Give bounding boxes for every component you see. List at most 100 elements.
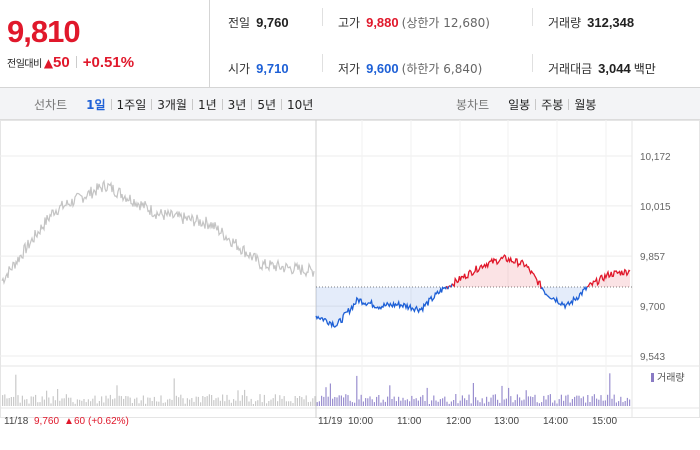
volume-bar (41, 396, 43, 406)
volume-bar (380, 402, 382, 406)
volume-bar (213, 400, 215, 406)
volume-bar (365, 398, 367, 406)
volume-bar (17, 395, 19, 406)
divider (322, 54, 323, 72)
volume-bar (565, 395, 567, 406)
volume-bar (259, 394, 261, 406)
volume-bar (448, 403, 450, 406)
volume-bar (371, 399, 373, 406)
volume-bar (310, 401, 312, 406)
divider (532, 8, 533, 26)
x-tick-label: 11:00 (397, 416, 422, 427)
stat-label: 전일 (228, 16, 251, 30)
volume-legend-label: 거래량 (657, 372, 685, 384)
stat-high: 고가 9,880 (상한가 12,680) (338, 14, 490, 31)
volume-bar (74, 403, 76, 406)
volume-bar (156, 401, 158, 406)
volume-bar (35, 394, 37, 406)
volume-bar (153, 396, 155, 406)
volume-bar (415, 398, 417, 406)
volume-bar (437, 401, 439, 406)
tab-5y[interactable]: 5년 (257, 97, 277, 112)
volume-bar (334, 397, 336, 406)
volume-bar (237, 390, 239, 406)
volume-bar (226, 394, 228, 406)
volume-bar (76, 399, 78, 406)
volume-bar (391, 399, 393, 406)
x-tick-label: 13:00 (494, 416, 519, 427)
volume-bar (68, 397, 70, 406)
volume-bar (30, 396, 32, 406)
volume-bar (294, 396, 296, 406)
tab-1w[interactable]: 1주일 (116, 97, 147, 112)
volume-bar (92, 398, 94, 406)
stat-label: 시가 (228, 62, 251, 76)
volume-bar (563, 400, 565, 406)
x-tick-label: 10:00 (348, 416, 373, 427)
volume-bar (186, 398, 188, 406)
price-chart-svg[interactable]: 10,172 10,015 9,857 9,700 9,543 11/19 10:00 11… (0, 120, 700, 450)
volume-bar (28, 403, 30, 406)
volume-bar (277, 401, 279, 406)
volume-bar (118, 395, 120, 406)
volume-bar (32, 396, 34, 406)
up-arrow-icon: ▲ (43, 56, 54, 70)
divider (568, 98, 570, 110)
volume-bar (442, 398, 444, 406)
x-tick-label: 11/19 (318, 416, 343, 427)
volume-bar (523, 399, 525, 406)
tab-1y[interactable]: 1년 (197, 97, 217, 112)
volume-bar (325, 387, 327, 406)
volume-bar (549, 394, 551, 406)
volume-bar (312, 398, 314, 406)
stats-panel: 전일 9,760 고가 9,880 (상한가 12,680) 거래량 312,348 시… (210, 0, 700, 88)
tab-3y[interactable]: 3년 (227, 97, 247, 112)
volume-bar (598, 399, 600, 406)
volume-bar (376, 396, 378, 406)
x-tick-label: 15:00 (592, 416, 617, 427)
volume-bar (200, 402, 202, 406)
volume-bar (569, 402, 571, 406)
divider (221, 98, 223, 110)
volume-bar (327, 396, 329, 406)
volume-bar (87, 399, 89, 406)
price-chart[interactable]: 10,172 10,015 9,857 9,700 9,543 11/19 10:00 11… (0, 120, 700, 450)
volume-bar (360, 394, 362, 406)
volume-bar (578, 395, 580, 406)
volume-bar (505, 398, 507, 406)
volume-bar (70, 397, 72, 406)
volume-bar (160, 395, 162, 406)
volume-bar (428, 404, 430, 406)
volume-bar (574, 396, 576, 406)
volume-bar (147, 397, 149, 406)
tab-1d[interactable]: 1일 (86, 97, 106, 112)
volume-bar (151, 401, 153, 406)
volume-bar (224, 401, 226, 406)
candle-chart-tabs: 봉차트 일봉 주봉 월봉 (456, 88, 601, 120)
volume-bar (233, 399, 235, 406)
tab-monthly[interactable]: 월봉 (574, 97, 597, 112)
volume-bar (281, 398, 283, 406)
tab-3m[interactable]: 3개월 (157, 97, 187, 112)
volume-bar (345, 394, 347, 406)
volume-bar (173, 378, 175, 406)
volume-bar (382, 399, 384, 406)
tab-10y[interactable]: 10년 (287, 97, 314, 112)
volume-bar (479, 402, 481, 406)
volume-bar (54, 400, 56, 406)
stat-label: 저가 (338, 62, 361, 76)
tab-weekly[interactable]: 주봉 (541, 97, 564, 112)
volume-bar (114, 398, 116, 406)
volume-bar (362, 401, 364, 406)
volume-bar (398, 396, 400, 406)
volume-bar (123, 398, 125, 406)
volume-bar (411, 395, 413, 406)
volume-bar (263, 394, 265, 406)
volume-bar (347, 395, 349, 406)
volume-bar (329, 383, 331, 406)
volume-bar (246, 396, 248, 406)
volume-bar (268, 401, 270, 406)
volume-bar (257, 400, 259, 406)
tab-daily[interactable]: 일봉 (508, 97, 531, 112)
volume-bar (314, 396, 316, 406)
